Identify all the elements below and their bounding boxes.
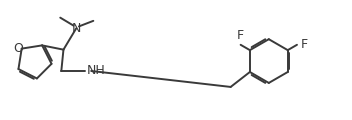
Text: F: F bbox=[301, 38, 308, 51]
Text: N: N bbox=[71, 22, 81, 35]
Text: NH: NH bbox=[86, 64, 105, 78]
Text: O: O bbox=[13, 42, 24, 55]
Text: F: F bbox=[237, 29, 244, 42]
